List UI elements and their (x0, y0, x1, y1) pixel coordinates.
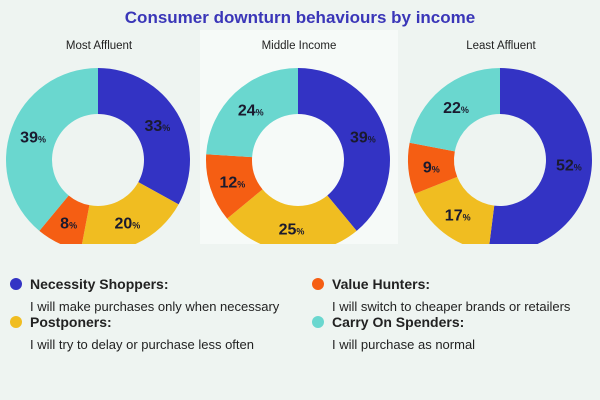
slice-value-hunters (39, 195, 90, 244)
data-label: 9% (423, 159, 440, 176)
legend: Necessity Shoppers: I will make purchase… (0, 270, 600, 380)
data-label: 12% (219, 174, 245, 191)
legend-title: Postponers: (30, 314, 112, 330)
slice-postponers (414, 176, 495, 244)
slice-necessity-shoppers (298, 68, 390, 231)
legend-description: I will make purchases only when necessar… (30, 299, 280, 314)
data-label: 17% (445, 208, 471, 225)
donut-panel-least-affluent: Least Affluent 52% 17% 9% 22% (402, 30, 600, 244)
slice-necessity-shoppers (489, 68, 592, 244)
data-label: 52% (556, 157, 582, 174)
data-label: 20% (114, 215, 140, 232)
slice-carry-on-spenders (409, 68, 500, 152)
legend-description: I will try to delay or purchase less oft… (30, 337, 254, 352)
panel-label: Least Affluent (466, 40, 536, 52)
donut-chart: 39% 25% 12% 24% (206, 68, 390, 244)
legend-description: I will purchase as normal (332, 337, 476, 352)
data-label: 33% (144, 118, 170, 135)
legend-title: Value Hunters: (332, 276, 431, 292)
data-label: 39% (20, 130, 46, 147)
slice-postponers (81, 182, 179, 244)
legend-swatch (312, 278, 324, 290)
data-label: 39% (350, 130, 376, 147)
panel-label: Middle Income (261, 40, 337, 52)
data-label: 8% (60, 215, 77, 232)
legend-swatch (312, 316, 324, 328)
legend-description: I will switch to cheaper brands or retai… (332, 299, 571, 314)
slice-postponers (227, 189, 357, 244)
legend-swatch (10, 316, 22, 328)
donut-chart: 52% 17% 9% 22% (408, 68, 592, 244)
donut-panel-most-affluent: Most Affluent 33% 20% 8% 39% (0, 30, 198, 244)
chart-title: Consumer downturn behaviours by income (124, 8, 476, 27)
slice-value-hunters (408, 142, 458, 194)
donut-panel-middle-income: Middle Income 39% 25% 12% 24% (200, 30, 398, 244)
donut-chart: 33% 20% 8% 39% (5, 68, 191, 244)
slice-necessity-shoppers (98, 68, 191, 205)
slice-value-hunters (206, 154, 263, 219)
data-label: 25% (279, 222, 305, 239)
legend-title: Necessity Shoppers: (30, 276, 169, 292)
slice-carry-on-spenders (5, 68, 99, 231)
slice-carry-on-spenders (206, 68, 298, 158)
data-label: 24% (238, 103, 264, 120)
legend-title: Carry On Spenders: (332, 314, 465, 330)
panel-label: Most Affluent (65, 40, 133, 52)
legend-swatch (10, 278, 22, 290)
data-label: 22% (443, 100, 469, 117)
chart-area: Most Affluent 33% 20% 8% 39% Middle Income … (0, 30, 600, 252)
